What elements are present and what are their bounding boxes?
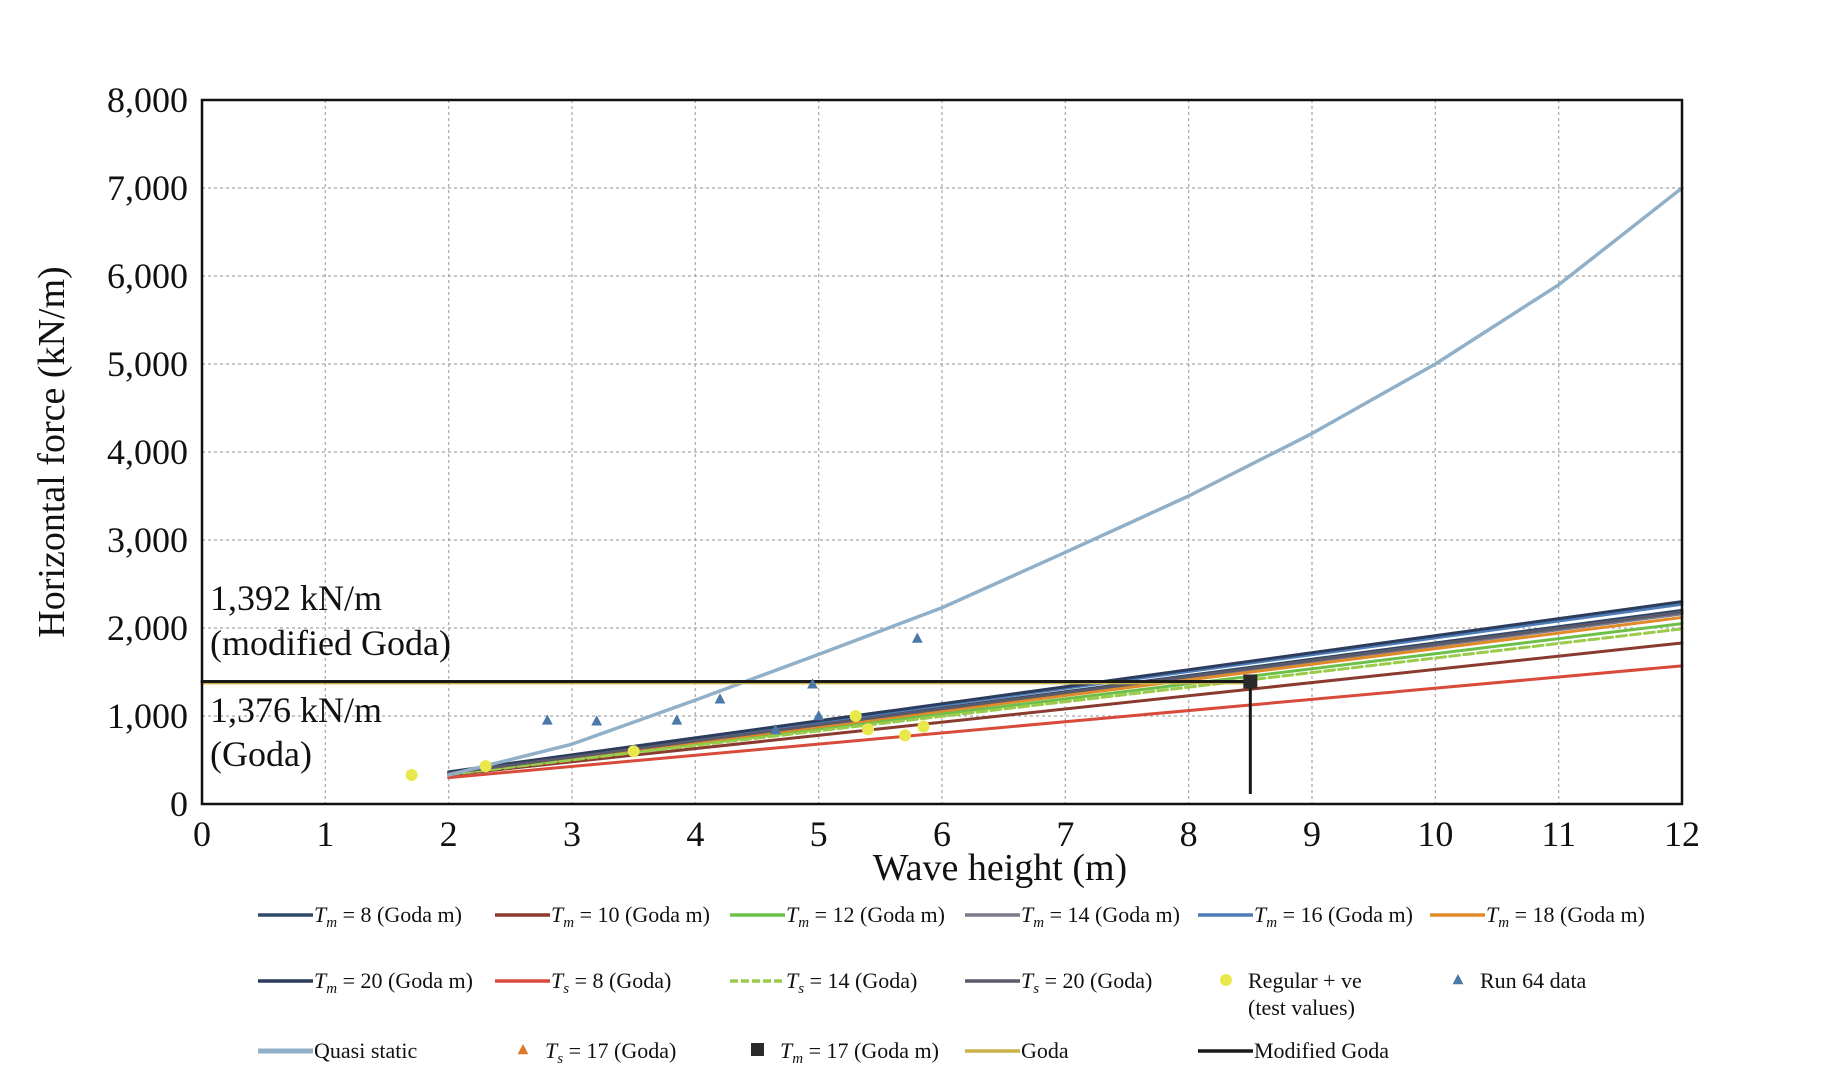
x-axis-title: Wave height (m): [873, 847, 1127, 889]
series-line-quasi: [446, 186, 1684, 777]
series-layer: [200, 186, 1684, 794]
x-tick-label: 8: [1180, 814, 1198, 854]
point-regular: [899, 729, 911, 742]
legend-item-tm18: Tm = 18 (Goda m): [1430, 902, 1645, 931]
legend-label: Ts = 14 (Goda): [786, 968, 917, 997]
point-regular: [862, 723, 874, 736]
y-tick-label: 3,000: [107, 520, 188, 560]
legend-item-tm17: Tm = 17 (Goda m): [751, 1038, 939, 1067]
legend-item-tm16: Tm = 16 (Goda m): [1198, 902, 1413, 931]
scatter-layer: [405, 632, 1258, 781]
point-regular: [405, 768, 418, 781]
legend-item-tm8: Tm = 8 (Goda m): [258, 902, 462, 931]
x-tick-label: 6: [933, 814, 951, 854]
y-tick-label: 2,000: [107, 608, 188, 648]
series-line-ts8: [447, 664, 1684, 780]
y-tick-label: 7,000: [107, 168, 188, 208]
x-tick-label: 11: [1541, 814, 1576, 854]
legend-swatch: [517, 1044, 529, 1055]
legend-label: Regular + ve: [1248, 968, 1362, 993]
x-axis-ticks: 0 1 2 3 4 5 6 7 8 9 10 11 12: [193, 814, 1700, 854]
point-run64: [541, 714, 553, 725]
x-tick-label: 12: [1664, 814, 1700, 854]
y-tick-label: 4,000: [107, 432, 188, 472]
annotation-modified-goda-value: 1,392 kN/m: [210, 578, 382, 618]
legend-item-tm12: Tm = 12 (Goda m): [730, 902, 945, 931]
legend-item-ts8: Ts = 8 (Goda): [495, 968, 671, 997]
x-tick-label: 1: [316, 814, 334, 854]
legend-label: Tm = 20 (Goda m): [314, 968, 473, 997]
legend-label: Quasi static: [314, 1038, 417, 1063]
series-line-ts20: [447, 610, 1684, 775]
y-tick-label: 5,000: [107, 344, 188, 384]
legend: Tm = 8 (Goda m) Tm = 10 (Goda m) Tm = 12 (…: [258, 902, 1645, 1067]
series-line-ts14: [447, 627, 1684, 777]
grid: [202, 100, 1682, 804]
x-tick-label: 3: [563, 814, 581, 854]
annotation-goda-value: 1,376 kN/m: [210, 690, 382, 730]
point-regular: [479, 760, 492, 773]
plot-frame: [200, 98, 1684, 806]
legend-item-ts20: Ts = 20 (Goda): [965, 968, 1152, 997]
legend-item-regular: Regular + ve(test values): [1220, 968, 1362, 1020]
legend-label: Ts = 8 (Goda): [551, 968, 671, 997]
point-regular: [917, 720, 930, 733]
point-run64: [770, 724, 781, 735]
legend-label-line2: (test values): [1248, 995, 1355, 1020]
point-run64: [911, 632, 923, 643]
x-tick-label: 9: [1303, 814, 1321, 854]
x-tick-label: 5: [810, 814, 828, 854]
point-regular: [849, 710, 862, 722]
legend-item-ts17: Ts = 17 (Goda): [517, 1038, 676, 1067]
x-tick-label: 0: [193, 814, 211, 854]
legend-swatch: [1452, 974, 1464, 985]
legend-item-ts14: Ts = 14 (Goda): [730, 968, 917, 997]
legend-item-run64: Run 64 data: [1452, 968, 1587, 993]
series-line-tm10: [447, 641, 1684, 777]
y-tick-label: 1,000: [107, 696, 188, 736]
point-run64: [714, 693, 726, 704]
legend-label: Tm = 8 (Goda m): [314, 902, 462, 931]
point-run64: [813, 710, 825, 721]
point-run64: [807, 678, 818, 689]
y-axis-ticks: 0 1,000 2,000 3,000 4,000 5,000 6,000 7,000 8,00…: [107, 80, 188, 824]
series-line-tm20: [447, 600, 1684, 774]
legend-item-modgoda: Modified Goda: [1198, 1038, 1389, 1063]
legend-item-quasi: Quasi static: [258, 1038, 417, 1063]
legend-label: Ts = 20 (Goda): [1021, 968, 1152, 997]
legend-label: Tm = 18 (Goda m): [1486, 902, 1645, 931]
legend-label: Tm = 17 (Goda m): [780, 1038, 939, 1067]
legend-label: Tm = 16 (Goda m): [1254, 902, 1413, 931]
point-run64: [671, 714, 683, 725]
x-tick-label: 4: [686, 814, 704, 854]
legend-label: Goda: [1021, 1038, 1069, 1063]
legend-item-tm10: Tm = 10 (Goda m): [495, 902, 710, 931]
x-tick-label: 10: [1417, 814, 1453, 854]
legend-swatch: [1220, 974, 1232, 986]
legend-item-tm14: Tm = 14 (Goda m): [965, 902, 1180, 931]
legend-label: Modified Goda: [1254, 1038, 1389, 1063]
legend-label: Tm = 14 (Goda m): [1021, 902, 1180, 931]
x-tick-label: 2: [440, 814, 458, 854]
legend-item-tm20: Tm = 20 (Goda m): [258, 968, 473, 997]
point-run64: [591, 715, 603, 726]
legend-label: Run 64 data: [1480, 968, 1587, 993]
annotation-modified-goda-label: (modified Goda): [210, 623, 451, 663]
y-axis-title: Horizontal force (kN/m): [31, 266, 73, 637]
y-tick-label: 0: [170, 784, 188, 824]
y-tick-label: 8,000: [107, 80, 188, 120]
legend-item-goda: Goda: [965, 1038, 1069, 1063]
legend-label: Tm = 10 (Goda m): [551, 902, 710, 931]
point-tm17: [1243, 674, 1258, 689]
y-tick-label: 6,000: [107, 256, 188, 296]
annotation-goda-label: (Goda): [210, 734, 312, 774]
legend-label: Ts = 17 (Goda): [545, 1038, 676, 1067]
legend-label: Tm = 12 (Goda m): [786, 902, 945, 931]
x-tick-label: 7: [1056, 814, 1074, 854]
legend-swatch: [751, 1043, 764, 1056]
point-regular: [627, 745, 640, 758]
